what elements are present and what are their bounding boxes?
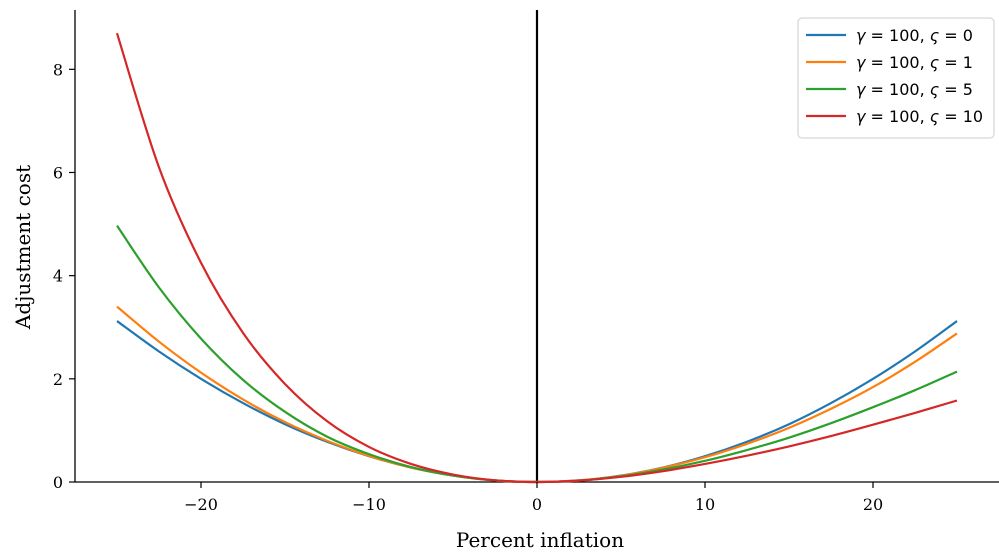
- legend-label-2: γ = 100, ς = 5: [856, 80, 973, 99]
- x-tick-label: −10: [352, 495, 386, 514]
- legend: γ = 100, ς = 0 γ = 100, ς = 1 γ = 100, ς =…: [797, 17, 995, 139]
- legend-label-0: γ = 100, ς = 0: [856, 26, 973, 45]
- y-tick-label: 0: [53, 473, 63, 492]
- tick-labels: −20 −10 0 10 20 0 2 4 6 8: [53, 60, 883, 514]
- x-tick-label: 0: [532, 495, 542, 514]
- y-tick-label: 8: [53, 60, 63, 79]
- y-axis-label: Adjustment cost: [11, 165, 35, 330]
- legend-label-3: γ = 100, ς = 10: [856, 107, 983, 126]
- legend-label-1: γ = 100, ς = 1: [856, 53, 973, 72]
- y-tick-label: 6: [53, 163, 63, 182]
- x-tick-label: −20: [184, 495, 218, 514]
- series-line-3: [115, 32, 958, 484]
- x-axis-label: Percent inflation: [456, 528, 624, 552]
- y-tick-label: 2: [53, 370, 63, 389]
- x-tick-label: 20: [863, 495, 883, 514]
- legend-box: [797, 17, 995, 139]
- x-tick-label: 10: [695, 495, 715, 514]
- y-tick-label: 4: [53, 267, 63, 286]
